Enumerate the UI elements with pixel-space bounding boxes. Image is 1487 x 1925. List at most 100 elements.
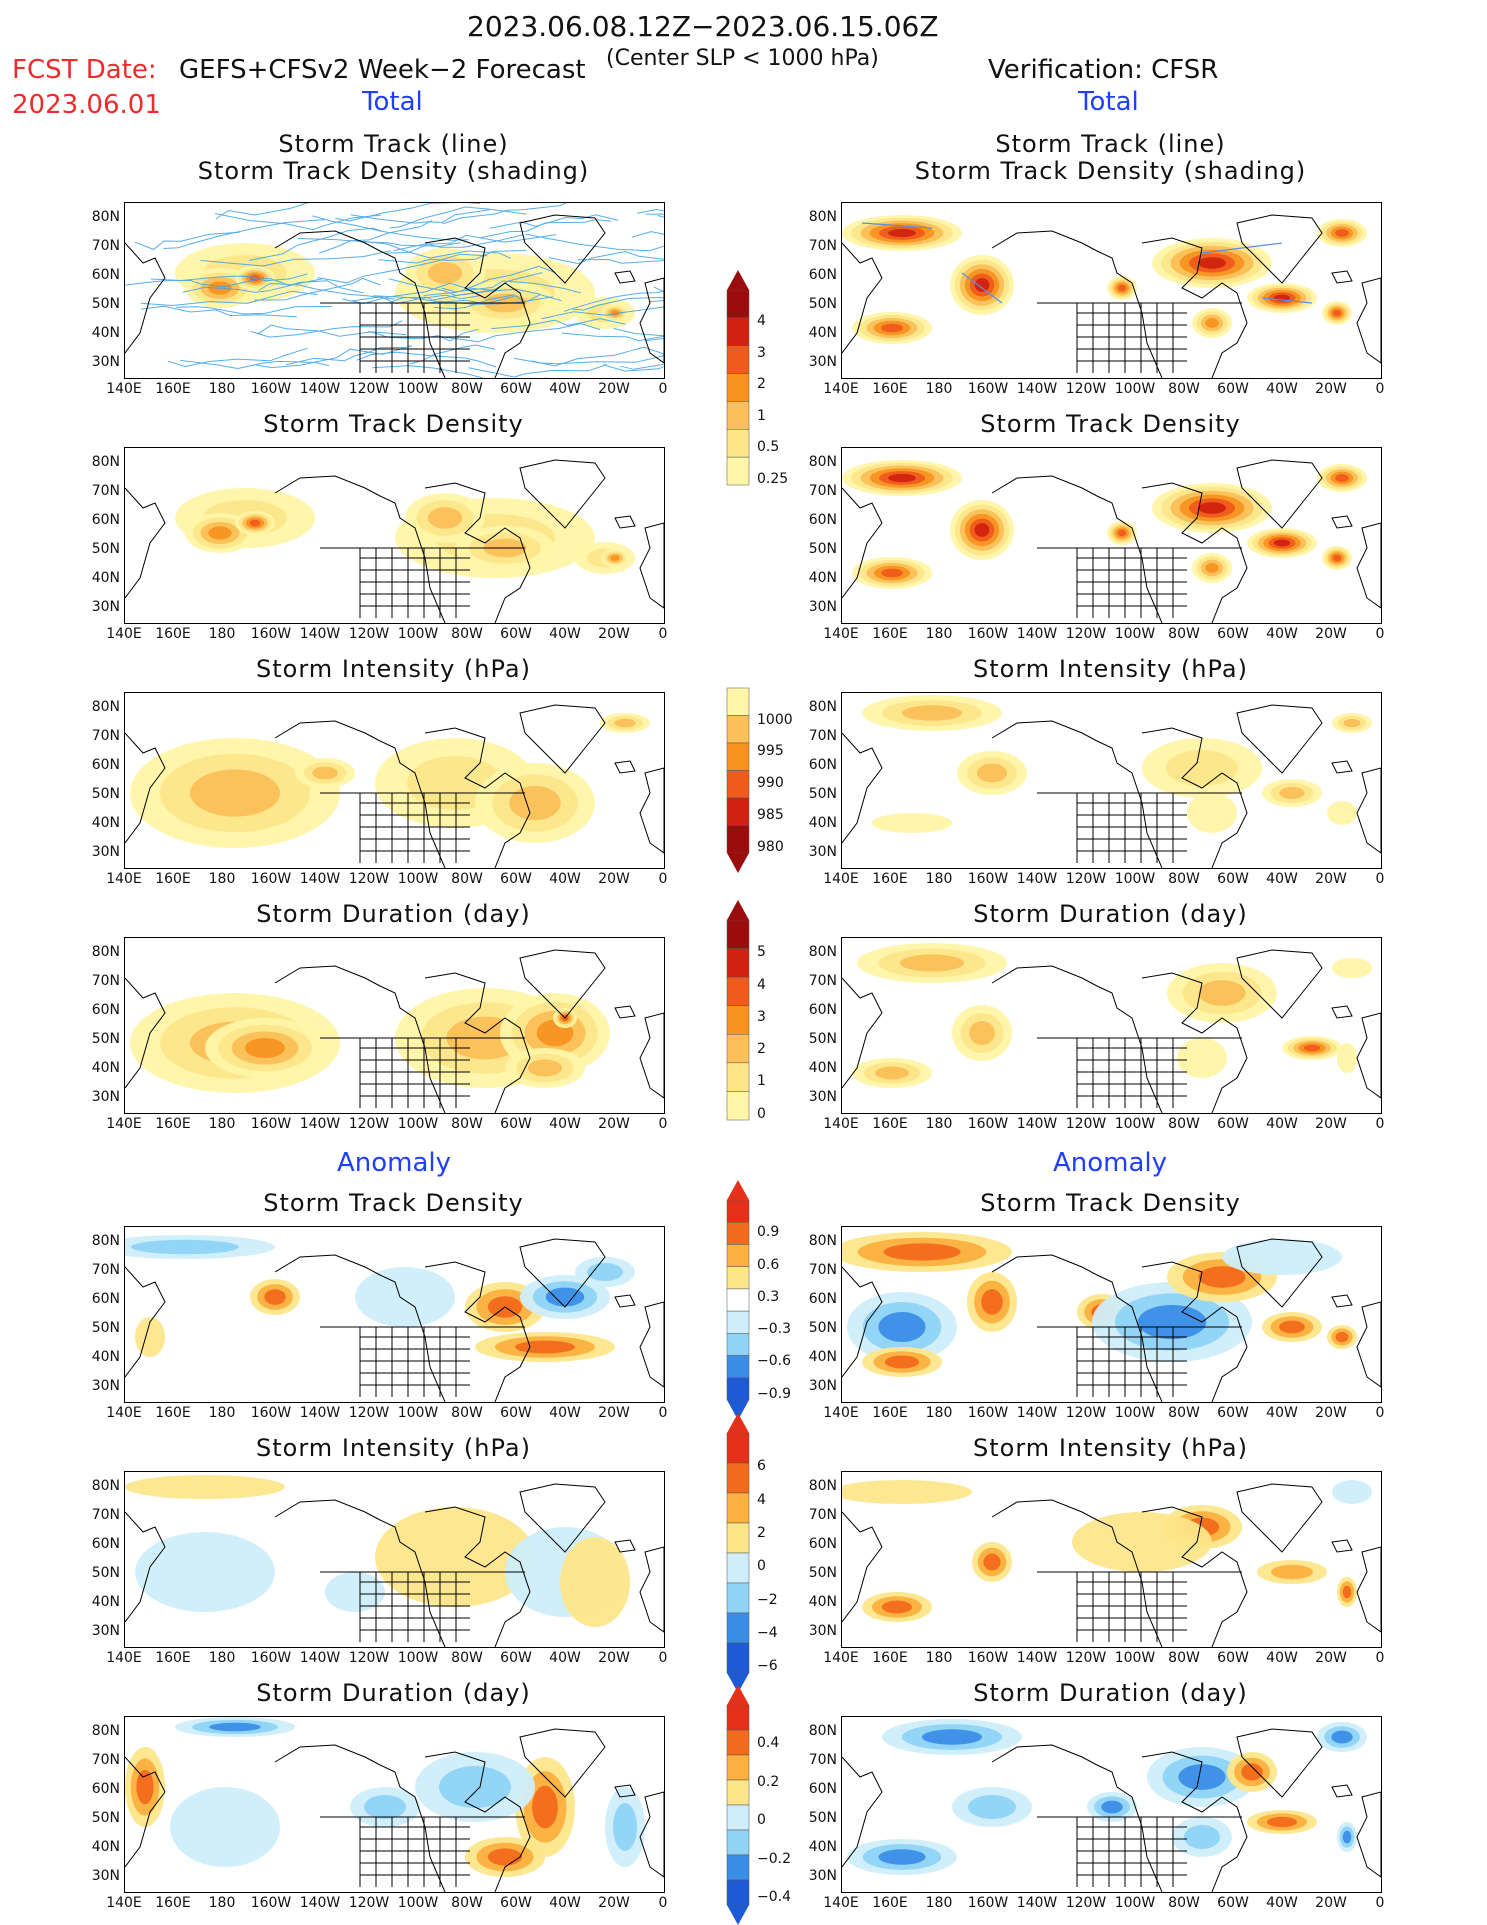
lat-label: 70N <box>808 1507 837 1523</box>
lon-label: 120W <box>1065 381 1107 397</box>
lat-label: 50N <box>91 786 120 802</box>
colorbar-label: 0.25 <box>757 470 789 487</box>
lat-label: 80N <box>91 699 120 715</box>
lon-label: 60W <box>1217 1116 1249 1132</box>
lat-label: 80N <box>808 1233 837 1249</box>
lat-label: 60N <box>808 267 837 283</box>
lon-label: 160W <box>250 1895 292 1911</box>
lon-label: 140W <box>299 1895 341 1911</box>
lon-label: 60W <box>1217 1405 1249 1421</box>
lon-label: 160W <box>250 626 292 642</box>
panel-title: Storm Intensity (hPa) <box>256 1434 531 1462</box>
lon-label: 180 <box>925 626 953 642</box>
lat-label: 50N <box>808 541 837 557</box>
colorbar-label: 2 <box>757 1525 766 1541</box>
section-total-right: Total <box>1078 87 1139 117</box>
forecast-period: 2023.06.08.12Z−2023.06.15.06Z <box>467 10 939 43</box>
lon-label: 100W <box>1114 1895 1156 1911</box>
lon-label: 40W <box>1266 1895 1298 1911</box>
lon-label: 120W <box>1065 1650 1107 1666</box>
lon-label: 160W <box>967 626 1009 642</box>
colorbar-label: 4 <box>757 313 766 330</box>
lon-label: 0 <box>1375 1116 1385 1132</box>
map-canvas <box>125 1235 664 1402</box>
lon-label: 120W <box>348 1116 390 1132</box>
lon-label: 180 <box>208 871 236 887</box>
lon-label: 140W <box>1016 871 1058 887</box>
map-left-3 <box>124 937 665 1114</box>
lon-label: 100W <box>397 1116 439 1132</box>
lon-label: 120W <box>348 626 390 642</box>
panel-title: Storm Track (line) <box>278 130 509 158</box>
lon-label: 0 <box>658 871 668 887</box>
model-name: GEFS+CFSv2 Week−2 Forecast <box>179 55 586 85</box>
lat-label: 40N <box>91 1349 120 1365</box>
lon-label: 20W <box>1315 871 1347 887</box>
fcst-date-value: 2023.06.01 <box>12 90 161 120</box>
lon-label: 180 <box>925 1405 953 1421</box>
map-canvas <box>125 949 664 1113</box>
lat-label: 40N <box>808 1349 837 1365</box>
lat-label: 80N <box>91 1233 120 1249</box>
lon-label: 0 <box>658 1895 668 1911</box>
lat-label: 70N <box>91 483 120 499</box>
lon-label: 0 <box>1375 1405 1385 1421</box>
lon-label: 160E <box>155 871 191 887</box>
map-canvas <box>125 1475 664 1647</box>
lon-label: 80W <box>1168 1116 1200 1132</box>
lon-label: 160W <box>250 871 292 887</box>
lon-label: 40W <box>1266 381 1298 397</box>
colorbar-label: 4 <box>757 976 766 993</box>
lon-label: 0 <box>1375 626 1385 642</box>
map-right-5 <box>841 1471 1382 1648</box>
lat-label: 30N <box>808 354 837 370</box>
panel-title: Storm Duration (day) <box>973 1679 1248 1707</box>
map-right-6 <box>841 1716 1382 1893</box>
lat-label: 70N <box>808 728 837 744</box>
lon-label: 180 <box>208 1895 236 1911</box>
lat-label: 30N <box>808 1868 837 1884</box>
lon-label: 0 <box>658 1116 668 1132</box>
lon-label: 20W <box>1315 626 1347 642</box>
map-left-1 <box>124 447 665 624</box>
lat-label: 80N <box>808 1478 837 1494</box>
lat-label: 50N <box>808 1565 837 1581</box>
lon-label: 120W <box>348 381 390 397</box>
lon-label: 160W <box>250 1650 292 1666</box>
colorbar-label: 995 <box>757 743 784 760</box>
lat-label: 30N <box>91 1623 120 1639</box>
lon-label: 60W <box>500 1116 532 1132</box>
lat-label: 50N <box>91 1320 120 1336</box>
panel-title: Storm Track (line) <box>995 130 1226 158</box>
lon-label: 60W <box>500 1895 532 1911</box>
lon-label: 40W <box>549 1116 581 1132</box>
colorbar-label: −4 <box>757 1625 778 1641</box>
lon-label: 160E <box>872 871 908 887</box>
lon-label: 20W <box>1315 381 1347 397</box>
lon-label: 100W <box>1114 871 1156 887</box>
map-canvas <box>842 459 1381 623</box>
lat-label: 60N <box>808 1536 837 1552</box>
lon-label: 160E <box>872 1405 908 1421</box>
lon-label: 0 <box>658 626 668 642</box>
lon-label: 160E <box>872 1895 908 1911</box>
lat-label: 70N <box>91 1507 120 1523</box>
lon-label: 140E <box>106 1116 142 1132</box>
lat-label: 40N <box>808 815 837 831</box>
lon-label: 140E <box>823 871 859 887</box>
lat-label: 40N <box>808 325 837 341</box>
map-canvas <box>842 214 1381 378</box>
colorbar-anom-intensity <box>726 1413 750 1693</box>
lon-label: 120W <box>348 1895 390 1911</box>
lon-label: 140E <box>823 381 859 397</box>
panel-title: Storm Duration (day) <box>256 1679 531 1707</box>
lon-label: 100W <box>397 626 439 642</box>
map-canvas <box>842 943 1381 1113</box>
colorbar-label: 0.3 <box>757 1288 780 1305</box>
colorbar-label: 0 <box>757 1558 766 1575</box>
lon-label: 0 <box>1375 871 1385 887</box>
colorbar-label: 0 <box>757 1812 766 1829</box>
panel-title: Storm Track Density <box>980 1189 1241 1217</box>
lat-label: 50N <box>91 541 120 557</box>
lat-label: 60N <box>808 1291 837 1307</box>
